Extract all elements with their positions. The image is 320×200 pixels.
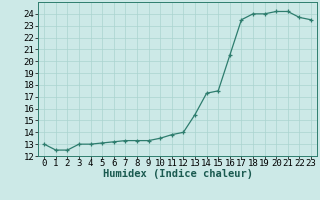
X-axis label: Humidex (Indice chaleur): Humidex (Indice chaleur): [103, 169, 252, 179]
